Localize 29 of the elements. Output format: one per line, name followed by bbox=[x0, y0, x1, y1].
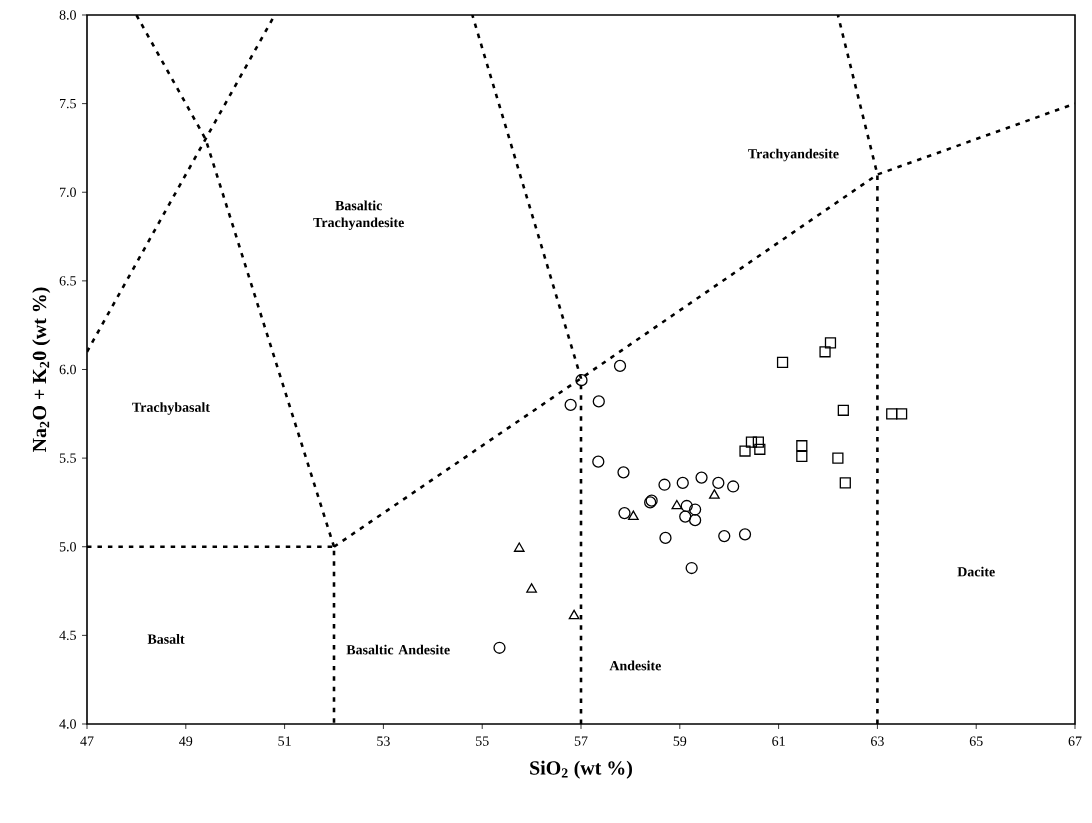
x-tick-label: 47 bbox=[80, 736, 94, 746]
y-tick-label: 5.0 bbox=[59, 542, 76, 552]
annotation: Basaltic Andesite bbox=[346, 644, 450, 655]
y-tick-label: 6.0 bbox=[59, 364, 76, 375]
annotation: Basalt bbox=[147, 634, 185, 644]
x-tick-label: 49 bbox=[179, 736, 193, 746]
annotation: Basaltic Trachyandesite bbox=[313, 200, 404, 231]
y-tick-label: 6.5 bbox=[59, 276, 76, 286]
x-tick-label: 57 bbox=[574, 736, 588, 746]
x-axis-title: SiO$_{2}$ (wt %) bbox=[530, 760, 632, 779]
x-tick-label: 67 bbox=[1068, 736, 1082, 746]
x-tick-label: 59 bbox=[673, 736, 687, 746]
y-tick-label: 8.0 bbox=[59, 10, 76, 20]
y-tick-label: 7.0 bbox=[59, 187, 76, 197]
y-tick-label: 4.5 bbox=[59, 630, 76, 641]
x-tick-label: 53 bbox=[377, 736, 390, 746]
annotation: Andesite bbox=[609, 660, 661, 671]
y-tick-label: 4.0 bbox=[59, 719, 76, 729]
annotation: Trachyandesite bbox=[748, 148, 839, 162]
x-tick-label: 63 bbox=[871, 736, 884, 746]
x-tick-label: 65 bbox=[969, 736, 983, 746]
x-tick-label: 61 bbox=[772, 736, 785, 746]
x-tick-label: 51 bbox=[278, 736, 291, 746]
y-tick-label: 7.5 bbox=[59, 98, 76, 109]
y-tick-label: 5.5 bbox=[59, 453, 76, 463]
y-axis-title: Na$_{2}$O + K$_{2}$0 (wt %) bbox=[32, 287, 51, 452]
annotation: Trachybasalt bbox=[132, 402, 210, 415]
annotation: Dacite bbox=[957, 566, 995, 577]
x-tick-label: 55 bbox=[476, 736, 489, 746]
